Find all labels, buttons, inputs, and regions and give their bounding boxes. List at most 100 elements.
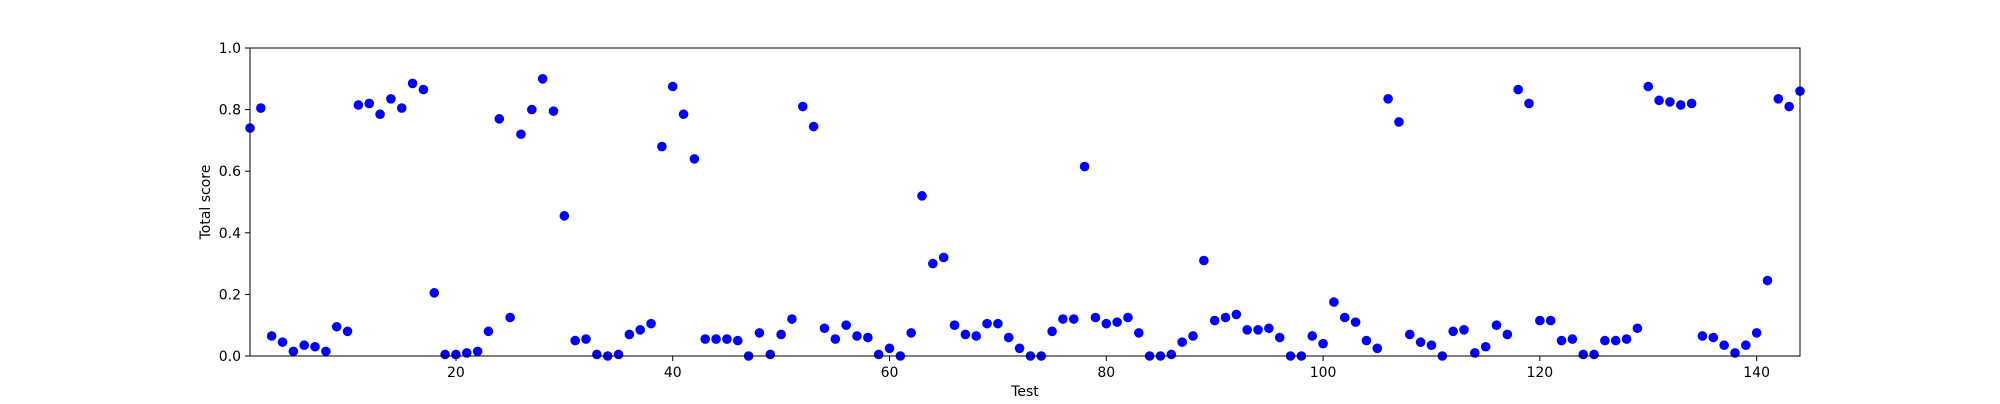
x-tick-label: 60: [881, 365, 899, 381]
data-point: [1318, 338, 1328, 349]
data-point: [1524, 98, 1534, 109]
data-point: [711, 334, 721, 344]
data-point: [1274, 332, 1285, 343]
y-tick-label: 0.6: [219, 164, 241, 180]
data-point: [494, 114, 505, 124]
data-point: [461, 348, 472, 358]
data-point: [1264, 323, 1274, 334]
data-point: [1350, 317, 1361, 327]
data-point: [797, 101, 808, 112]
data-point: [429, 288, 440, 298]
y-tick-label: 0.0: [219, 349, 241, 365]
data-point: [1014, 343, 1025, 354]
data-point: [1003, 332, 1014, 343]
data-point: [256, 103, 266, 113]
data-point: [581, 334, 591, 344]
data-point: [1502, 329, 1513, 340]
data-point: [917, 191, 927, 201]
y-tick-label: 0.8: [219, 103, 241, 119]
data-point: [1784, 101, 1794, 112]
data-point: [472, 346, 483, 357]
data-point: [277, 337, 288, 347]
data-point: [1719, 340, 1729, 351]
data-point: [776, 329, 786, 340]
data-point: [1697, 331, 1708, 341]
data-point: [527, 104, 537, 115]
data-point: [830, 334, 841, 344]
data-point: [1101, 318, 1112, 329]
x-tick-label: 140: [1743, 365, 1770, 381]
data-point: [949, 320, 960, 331]
data-point: [624, 329, 635, 340]
data-point: [1762, 275, 1773, 286]
data-point: [1470, 348, 1480, 358]
data-point: [1177, 337, 1187, 347]
data-point: [1383, 94, 1393, 104]
data-point: [1134, 328, 1144, 338]
data-point: [483, 326, 494, 337]
data-point: [418, 84, 429, 95]
data-point: [1253, 325, 1263, 335]
data-point: [1209, 315, 1220, 326]
x-tick-label: 120: [1526, 365, 1553, 381]
data-point: [396, 103, 407, 113]
x-axis-label: Test: [1010, 384, 1039, 400]
data-point: [1372, 343, 1383, 354]
data-point: [722, 334, 732, 344]
data-point: [993, 318, 1003, 329]
data-point: [592, 349, 602, 360]
y-axis-label: Total score: [198, 165, 214, 241]
data-point: [1404, 329, 1415, 340]
data-point: [559, 211, 570, 221]
data-point: [1426, 340, 1437, 351]
data-point: [765, 349, 776, 360]
data-point: [1047, 326, 1057, 337]
data-point: [1090, 312, 1101, 323]
data-point: [852, 331, 862, 341]
data-point: [1610, 335, 1621, 346]
data-point: [1339, 312, 1350, 323]
data-point: [331, 321, 342, 332]
x-tick-label: 20: [447, 365, 465, 381]
data-point: [938, 252, 949, 263]
data-point: [1665, 97, 1675, 107]
data-point: [1394, 117, 1404, 127]
data-point: [451, 349, 461, 360]
data-point: [1415, 337, 1426, 347]
x-tick-label: 100: [1310, 365, 1337, 381]
data-point: [808, 121, 819, 132]
data-point: [1730, 348, 1740, 358]
data-point: [342, 326, 353, 337]
data-point: [440, 349, 450, 360]
data-point: [689, 154, 700, 164]
data-point: [1448, 326, 1458, 337]
data-point: [1220, 312, 1231, 323]
y-tick-label: 0.2: [219, 287, 241, 303]
x-tick-label: 40: [664, 365, 682, 381]
data-point: [1123, 312, 1133, 323]
data-point: [1600, 335, 1610, 346]
data-point: [1329, 297, 1339, 307]
data-point: [288, 346, 299, 357]
data-point: [700, 334, 711, 344]
data-point: [548, 106, 559, 116]
data-point: [1643, 81, 1654, 92]
data-point: [613, 349, 624, 360]
data-point: [657, 141, 667, 152]
data-point: [1058, 314, 1068, 324]
data-point: [1459, 325, 1469, 335]
data-point: [1589, 349, 1599, 360]
x-axis-ticks: 20 40 60 80 100 120 140: [447, 356, 1770, 381]
data-point: [1491, 320, 1502, 331]
data-point: [1079, 161, 1090, 172]
data-point: [1654, 95, 1664, 106]
data-point: [516, 129, 526, 140]
data-point: [884, 343, 895, 354]
data-point: [375, 109, 385, 120]
data-point: [570, 335, 580, 346]
data-point: [386, 94, 396, 104]
data-point: [787, 314, 797, 324]
y-axis-ticks: 0.0 0.2 0.4 0.6 0.8 1.0: [219, 41, 250, 365]
